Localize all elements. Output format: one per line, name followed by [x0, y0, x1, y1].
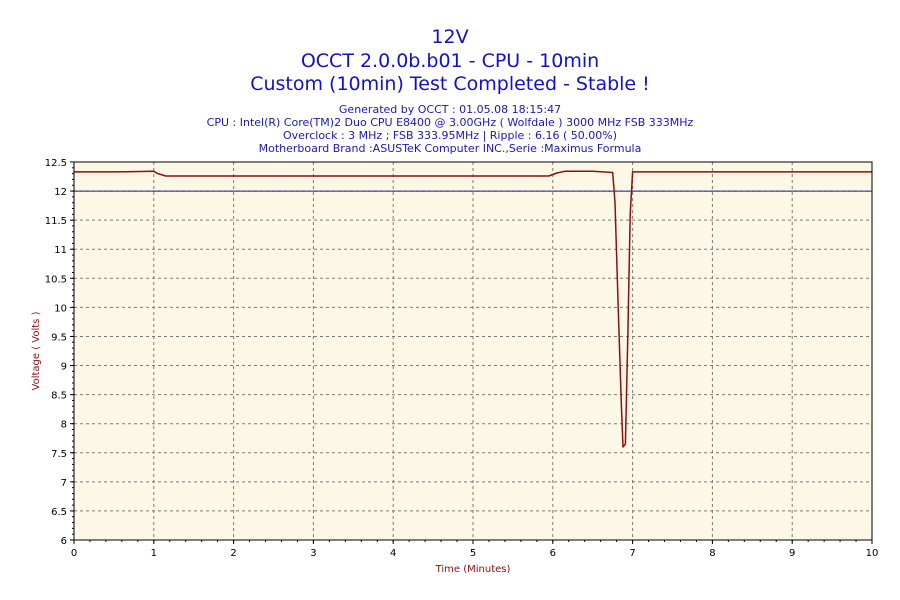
- y-axis-label: Voltage ( Volts ): [31, 311, 42, 390]
- y-tick-label: 8.5: [51, 391, 67, 402]
- y-axis: 6 6.5 7 7.5 8 8.5 9 9.5 10 10.5 11 11.5 12 12.5: [45, 158, 74, 547]
- y-tick-label: 12.5: [45, 158, 67, 169]
- y-tick-label: 11.5: [45, 216, 67, 227]
- chart-subtitle: OCCT 2.0.0b.b01 - CPU - 10min: [300, 50, 600, 72]
- y-tick-label: 10: [54, 303, 67, 314]
- x-tick-label: 4: [390, 548, 396, 559]
- test-status: Custom (10min) Test Completed - Stable !: [250, 73, 650, 95]
- x-tick-label: 3: [310, 548, 316, 559]
- grid-lines: [74, 162, 872, 540]
- y-tick-label: 12: [54, 187, 67, 198]
- x-tick-label: 0: [71, 548, 77, 559]
- y-tick-label: 11: [54, 245, 67, 256]
- y-tick-label: 9: [61, 362, 67, 373]
- y-tick-label: 7: [61, 478, 67, 489]
- y-tick-label: 9.5: [51, 332, 67, 343]
- voltage-series-line: [74, 170, 872, 448]
- x-tick-label: 8: [709, 548, 715, 559]
- y-tick-label: 7.5: [51, 449, 67, 460]
- x-tick-label: 10: [866, 548, 879, 559]
- x-tick-label: 6: [550, 548, 556, 559]
- plot-border: [73, 161, 873, 541]
- y-tick-label: 6: [61, 536, 67, 547]
- info-motherboard: Motherboard Brand :ASUSTeK Computer INC.…: [258, 142, 642, 155]
- info-generated: Generated by OCCT : 01.05.08 18:15:47: [338, 103, 562, 116]
- x-axis: 0 1 2 3 4 5 6 7 8 9 10: [71, 540, 879, 559]
- y-tick-label: 10.5: [45, 274, 67, 285]
- x-tick-label: 9: [789, 548, 795, 559]
- x-tick-label: 5: [470, 548, 476, 559]
- y-tick-label: 8: [61, 420, 67, 431]
- y-tick-label: 6.5: [51, 507, 67, 518]
- info-overclock: Overclock : 3 MHz ; FSB 333.95MHz | Ripp…: [283, 129, 617, 142]
- x-tick-label: 2: [230, 548, 236, 559]
- chart-title: 12V: [431, 26, 469, 48]
- info-cpu: CPU : Intel(R) Core(TM)2 Duo CPU E8400 @…: [206, 116, 694, 129]
- x-tick-label: 1: [151, 548, 157, 559]
- x-axis-label: Time (Minutes): [435, 564, 511, 575]
- x-tick-label: 7: [629, 548, 635, 559]
